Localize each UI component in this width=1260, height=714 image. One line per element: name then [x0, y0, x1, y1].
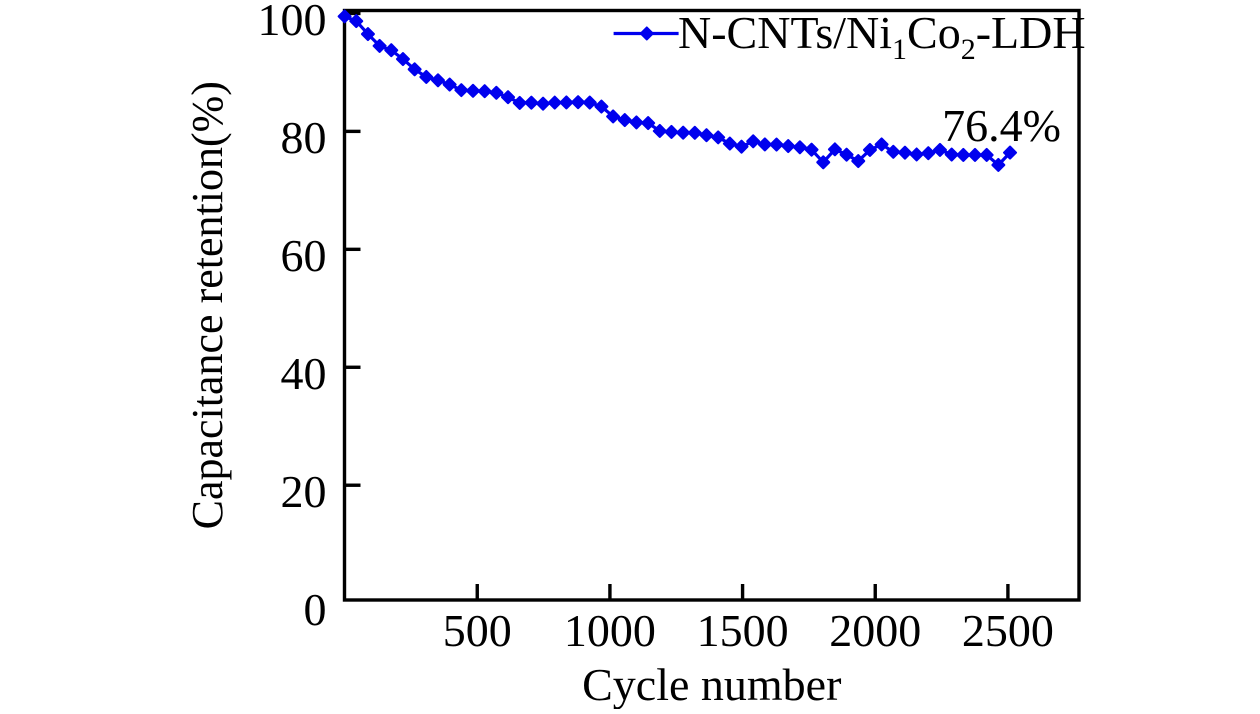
svg-text:40: 40	[281, 348, 327, 399]
svg-text:2000: 2000	[829, 605, 921, 656]
svg-text:100: 100	[258, 0, 327, 45]
svg-text:60: 60	[281, 230, 327, 281]
svg-text:Cycle number: Cycle number	[582, 659, 841, 709]
svg-text:20: 20	[281, 466, 327, 517]
svg-text:500: 500	[443, 605, 512, 656]
svg-text:Capacitance retention(%): Capacitance retention(%)	[183, 81, 232, 529]
svg-text:76.4%: 76.4%	[942, 100, 1061, 151]
svg-text:0: 0	[304, 584, 327, 635]
svg-text:N-CNTs/Ni1Co2-LDH: N-CNTs/Ni1Co2-LDH	[678, 7, 1086, 66]
svg-text:2500: 2500	[962, 605, 1054, 656]
svg-text:80: 80	[281, 112, 327, 163]
svg-text:1500: 1500	[697, 605, 789, 656]
svg-text:1000: 1000	[564, 605, 656, 656]
